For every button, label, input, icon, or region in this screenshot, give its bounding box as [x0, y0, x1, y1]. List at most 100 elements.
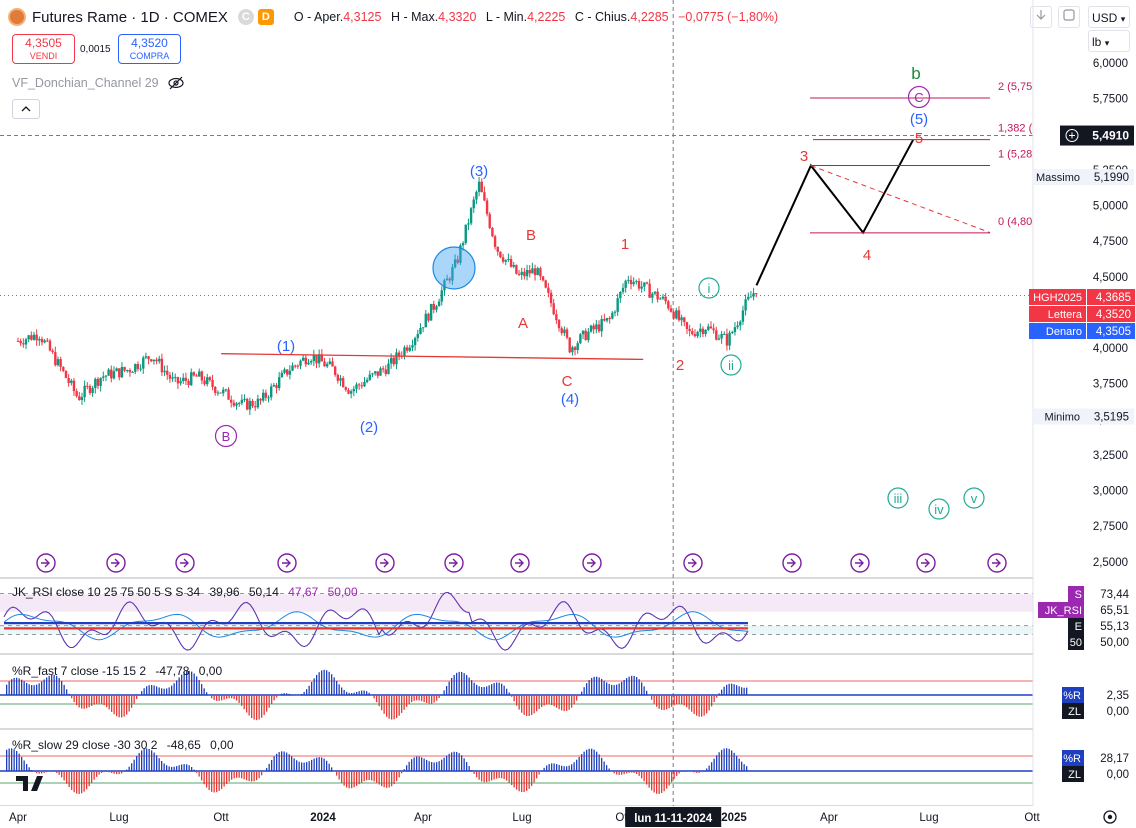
time-axis-label: Apr — [820, 812, 838, 824]
rslow-bar — [598, 754, 600, 771]
rslow-bar — [328, 763, 330, 771]
candle-body — [264, 392, 268, 398]
rfast-bar — [51, 674, 53, 695]
rslow-bar — [638, 771, 640, 776]
rslow-bar — [251, 771, 253, 782]
currency-select[interactable]: USD ▾ — [1088, 6, 1130, 28]
rslow-bar — [551, 763, 553, 771]
rfast-bar — [78, 695, 80, 708]
rslow-bar — [343, 771, 345, 786]
eye-off-icon[interactable] — [167, 76, 185, 90]
rfast-bar — [23, 681, 25, 695]
candle-body — [501, 257, 505, 262]
symbol-title[interactable]: Futures Rame · 1D · COMEX — [32, 8, 228, 26]
rslow-bar — [223, 771, 225, 787]
rslow-bar — [326, 760, 328, 771]
rslow-bar — [16, 750, 18, 771]
rfast-legend[interactable]: %R_fast 7 close -15 15 2 -47,78 0,00 — [12, 664, 222, 678]
rfast-bar — [711, 695, 713, 707]
wave-label: (3) — [470, 163, 488, 180]
candle-body — [176, 377, 180, 384]
rfast-bar — [461, 671, 463, 695]
rfast-bar — [421, 695, 423, 702]
rslow-bar — [196, 771, 198, 773]
wave-label: B — [526, 227, 536, 244]
rslow-bar — [636, 771, 638, 775]
wave-label: (5) — [910, 111, 928, 128]
rfast-bar — [438, 695, 440, 698]
rfast-bar — [726, 684, 728, 695]
candle-body — [296, 365, 300, 367]
rslow-bar — [111, 771, 113, 773]
low-value: 4,2225 — [527, 10, 566, 24]
indicator-legend[interactable]: VF_Donchian_Channel 29 — [12, 76, 185, 90]
sell-button[interactable]: 4,3505 VENDI — [12, 34, 75, 64]
candle-body — [616, 298, 619, 312]
rslow-bar — [388, 771, 390, 788]
candle-body — [459, 245, 462, 263]
candle-body — [427, 313, 430, 321]
maximize-button[interactable] — [1058, 6, 1080, 28]
rfast-bar — [151, 685, 153, 695]
rslow-bar — [526, 771, 528, 791]
rfast-bar — [651, 695, 653, 700]
rslow-bar — [493, 771, 495, 780]
candle-body — [115, 368, 118, 372]
settings-gear-icon[interactable] — [1103, 810, 1117, 824]
candle-body — [467, 223, 470, 225]
rfast-bar — [228, 695, 230, 699]
rfast-bar — [83, 695, 85, 709]
low-label: L - Min. — [485, 10, 528, 24]
unit-select[interactable]: lb ▾ — [1088, 30, 1130, 52]
rslow-bar — [723, 748, 725, 771]
rfast-bar — [508, 692, 510, 695]
rfast-bar — [353, 692, 355, 695]
candle-body — [35, 334, 38, 341]
candle-body — [123, 366, 126, 371]
rfast-bar — [13, 677, 15, 695]
rslow-bar — [278, 752, 280, 771]
price-tag-value: 4,3685 — [1096, 292, 1131, 304]
chevron-up-icon — [21, 106, 31, 112]
rfast-bar — [411, 695, 413, 703]
rslow-bar — [613, 771, 615, 774]
rslow-bar — [108, 771, 110, 773]
candle-body — [736, 325, 739, 328]
rfast-bar — [116, 695, 118, 717]
arrow-right-icon — [688, 558, 697, 568]
candle-body — [325, 363, 329, 367]
rslow-bar — [86, 771, 88, 790]
buy-button[interactable]: 4,3520 COMPRA — [118, 34, 181, 64]
candle-body — [456, 259, 459, 263]
rfast-bar — [728, 683, 730, 695]
wave-label: 1 — [621, 236, 629, 253]
candle-body — [184, 377, 188, 381]
rfast-bar — [258, 695, 260, 720]
candle-body — [99, 377, 102, 386]
collapse-legend-button[interactable] — [12, 99, 40, 119]
rslow-legend[interactable]: %R_slow 29 close -30 30 2 -48,65 0,00 — [12, 738, 234, 752]
rfast-bar — [21, 679, 23, 695]
candle-body — [320, 354, 324, 362]
rslow-bar — [391, 771, 393, 787]
price-tag-label: Denaro — [1046, 326, 1082, 338]
download-button[interactable] — [1030, 6, 1052, 28]
candle-body — [688, 329, 691, 332]
rslow-bar — [323, 758, 325, 771]
rfast-bar — [231, 695, 233, 699]
plus-icon-cross — [1069, 132, 1075, 139]
open-label: O - Aper. — [293, 10, 344, 24]
rfast-bar — [606, 682, 608, 695]
candle-body — [166, 370, 169, 375]
candle-body — [613, 311, 617, 313]
rsi-legend[interactable]: JK_RSI close 10 25 75 50 5 S S 34 39,96 … — [12, 585, 358, 599]
candle-body — [365, 379, 369, 382]
rfast-bar — [66, 689, 68, 695]
rslow-bar — [213, 771, 215, 793]
rfast-bar — [88, 695, 90, 708]
rslow-bar — [696, 771, 698, 773]
rslow-bar — [131, 763, 133, 771]
plus-icon[interactable] — [1065, 129, 1079, 143]
rslow-bar — [578, 756, 580, 771]
